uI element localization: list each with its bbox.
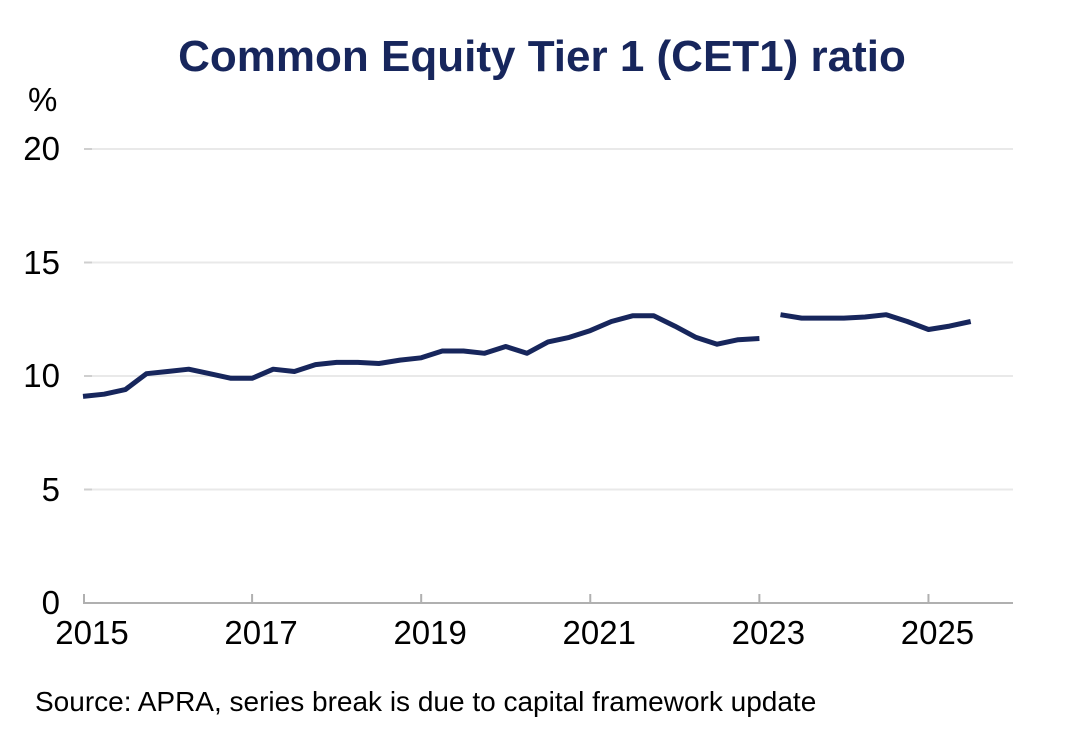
chart-title: Common Equity Tier 1 (CET1) ratio — [178, 32, 906, 81]
cet1-line-segment-1 — [82, 313, 760, 399]
x-tick-label-2015: 2015 — [55, 614, 129, 651]
x-tick-label-2023: 2023 — [731, 614, 806, 651]
x-tick-label-2017: 2017 — [224, 614, 298, 651]
y-tick-label-20: 20 — [23, 130, 60, 167]
y-axis-unit-label: % — [28, 81, 58, 118]
y-tick-label-10: 10 — [23, 357, 60, 394]
x-tick-label-2025: 2025 — [900, 614, 975, 651]
y-tick-label-5: 5 — [41, 470, 60, 508]
y-tick-label-15: 15 — [23, 243, 60, 281]
y-tick-label-0: 0 — [41, 584, 60, 621]
x-tick-label-2019: 2019 — [393, 614, 467, 651]
source-note: Source: APRA, series break is due to cap… — [35, 686, 817, 717]
cet1-line-segment-2 — [780, 312, 972, 332]
x-tick-label-2021: 2021 — [562, 614, 636, 651]
